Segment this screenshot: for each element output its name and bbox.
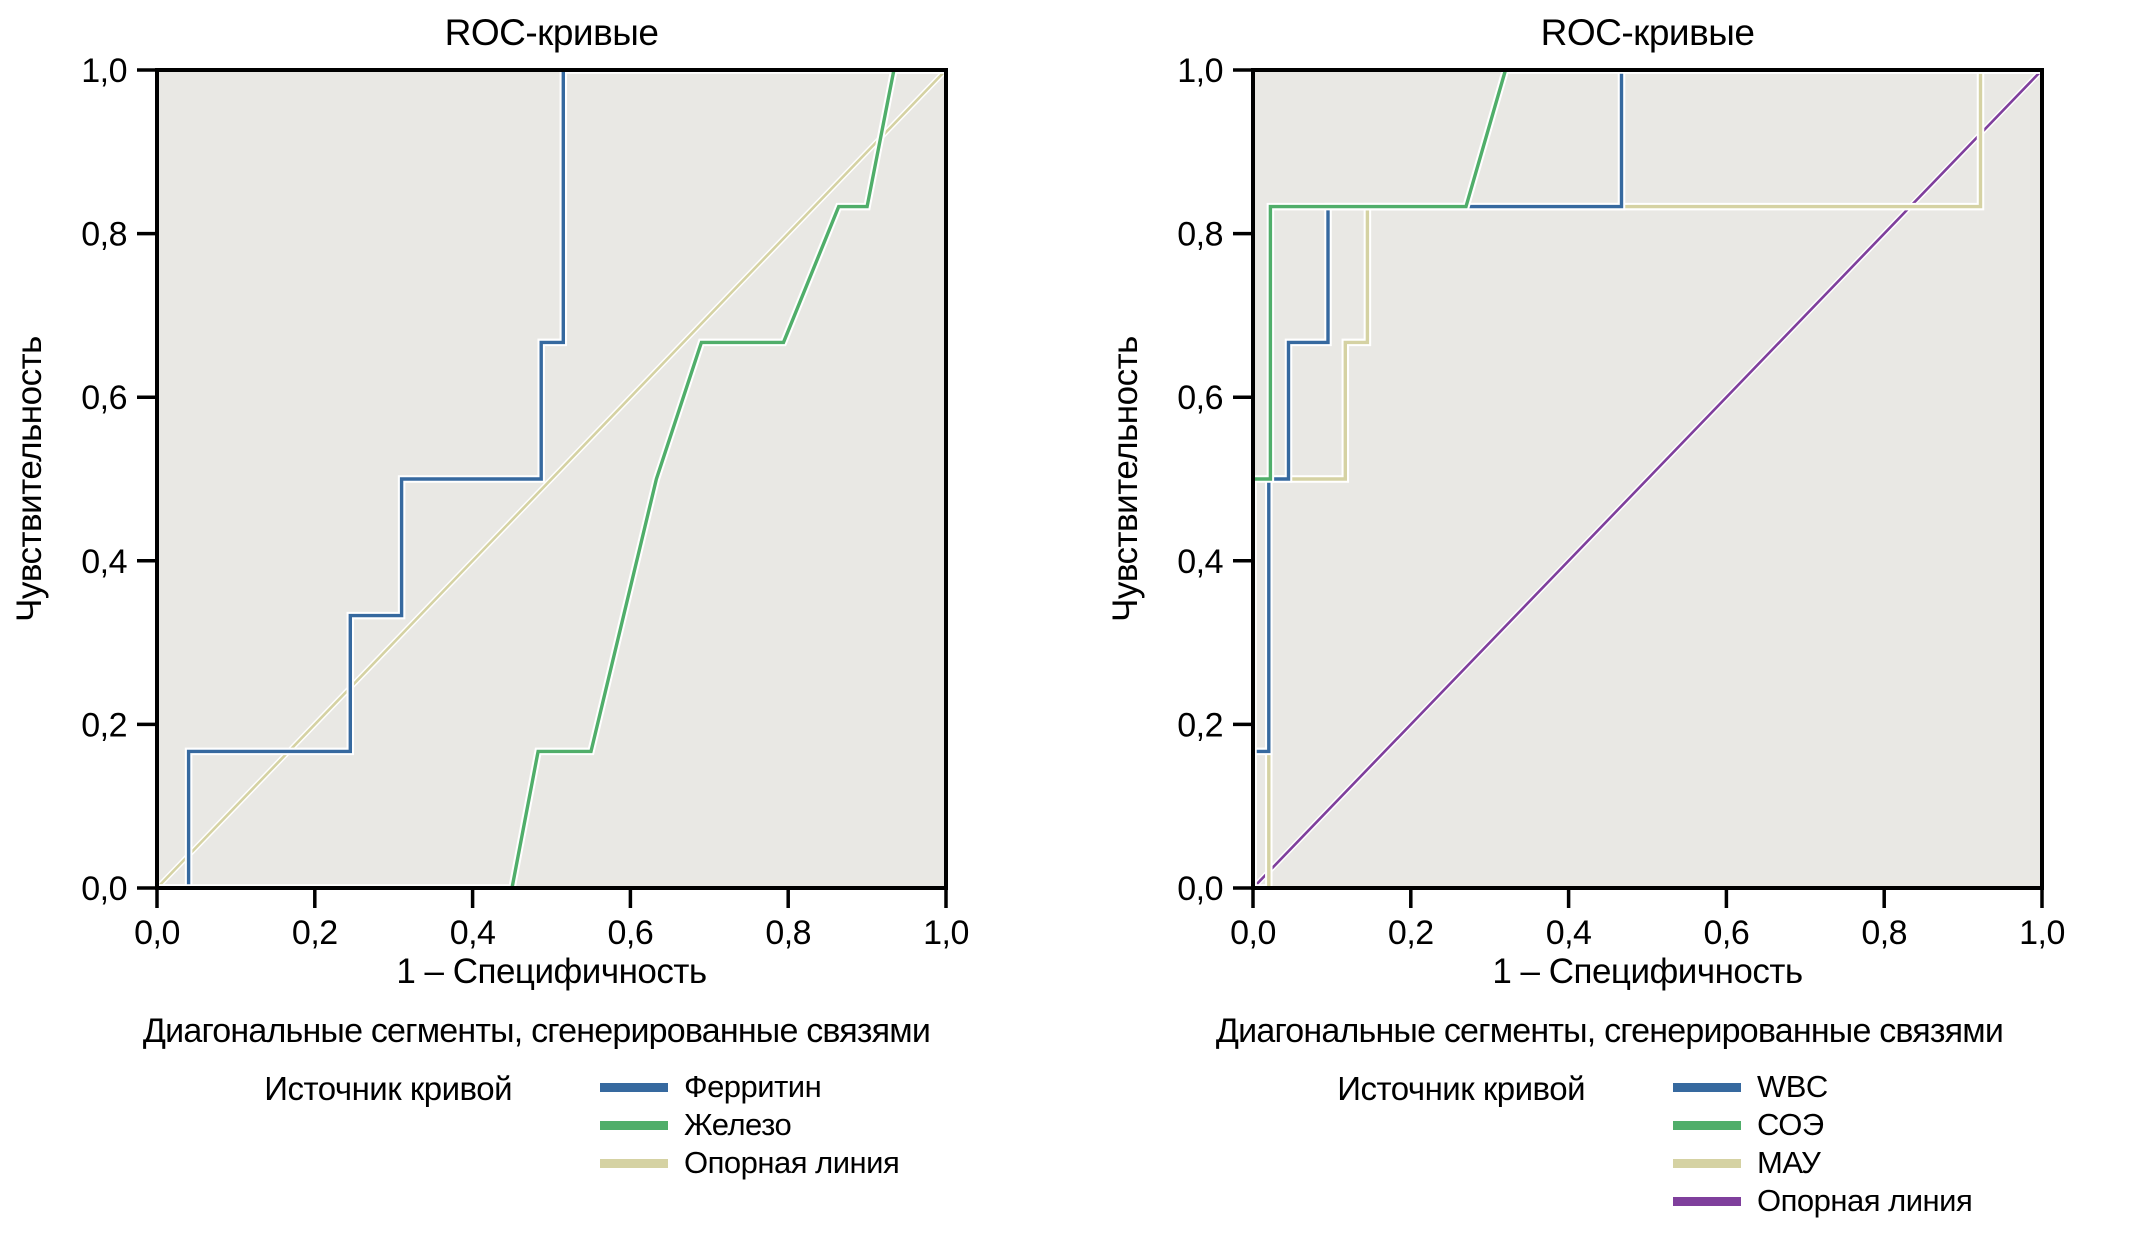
x-tick-label: 1,0 xyxy=(2019,914,2065,952)
y-axis-label: Чувствительность xyxy=(1106,336,1145,622)
legend-label: Опорная линия xyxy=(1757,1183,1973,1218)
y-axis-label: Чувствительность xyxy=(10,336,49,622)
legend-item: Ферритин xyxy=(600,1068,899,1106)
legend-title: Источник кривой xyxy=(1337,1070,1585,1107)
y-tick-label: 0,2 xyxy=(81,706,127,744)
legend-label: WBC xyxy=(1757,1069,1828,1104)
y-tick-label: 1,0 xyxy=(81,52,127,90)
x-tick-label: 0,6 xyxy=(608,914,654,952)
legend-items: Ферритин Железо Опорная линия xyxy=(600,1068,900,1182)
legend-swatch xyxy=(1673,1196,1741,1206)
chart-title: ROC-кривые xyxy=(1540,12,1755,53)
x-tick-label: 0,0 xyxy=(1230,914,1276,952)
y-tick-label: 0,8 xyxy=(81,216,127,254)
legend-items: WBC СОЭ МАУ Опорная линия xyxy=(1673,1068,1973,1220)
legend-item: WBC xyxy=(1673,1068,1972,1106)
series-line-0 xyxy=(157,68,946,890)
legend: Источник кривой WBC СОЭ МАУ Опорная линия xyxy=(1073,1068,2146,1220)
x-tick-label: 0,6 xyxy=(1704,914,1750,952)
plot-frame xyxy=(1251,68,2044,890)
footer-note: Диагональные сегменты, сгенерированные с… xyxy=(142,1012,931,1050)
y-tick-label: 0,4 xyxy=(1177,543,1223,581)
series-line-0 xyxy=(1251,68,2042,888)
roc-plot-svg: 0,00,0 0,2 0,2 0,4 0,4 0,6 0,6 0,8 0,8 1,0 1,0 xyxy=(1177,52,2065,952)
legend-item: Опорная линия xyxy=(600,1144,900,1182)
roc-chart-left: ROC-кривые 0,0 0,0 0,2 0,2 0,4 0,4 0,6 0,6 0,8 0,… xyxy=(0,12,1073,1182)
y-tick-label: 0,6 xyxy=(81,379,127,417)
legend-swatch xyxy=(1673,1120,1741,1130)
x-tick-label: 0,4 xyxy=(1546,914,1592,952)
legend-item: СОЭ xyxy=(1673,1106,1972,1144)
x-axis-label: 1 – Специфичность xyxy=(1492,952,1803,991)
x-axis-label: 1 – Специфичность xyxy=(396,952,707,991)
plot-frame xyxy=(155,68,948,890)
legend-item: МАУ xyxy=(1673,1144,1972,1182)
y-tick-label: 0,6 xyxy=(1177,379,1223,417)
legend-swatch xyxy=(600,1158,668,1168)
legend-label: СОЭ xyxy=(1757,1107,1824,1142)
legend: Источник кривой Ферритин Железо Опорная ли… xyxy=(0,1068,1073,1182)
x-tick-label: 0,4 xyxy=(450,914,496,952)
y-tick-label: 0,0 xyxy=(81,870,127,908)
legend-swatch xyxy=(600,1082,668,1092)
y-tick-label: 0,2 xyxy=(1177,706,1223,744)
legend-label: МАУ xyxy=(1757,1145,1821,1180)
legend-label: Опорная линия xyxy=(684,1145,900,1180)
x-tick-label: 0,0 xyxy=(134,914,180,952)
legend-swatch xyxy=(1673,1158,1741,1168)
footer-note: Диагональные сегменты, сгенерированные с… xyxy=(1215,1012,2004,1050)
legend-label: Железо xyxy=(684,1107,792,1142)
x-tick-label: 0,8 xyxy=(1861,914,1907,952)
x-tick-label: 0,2 xyxy=(1388,914,1434,952)
chart-title: ROC-кривые xyxy=(444,12,659,53)
x-tick-label: 1,0 xyxy=(923,914,969,952)
legend-item: Железо xyxy=(600,1106,899,1144)
y-tick-label: 1,0 xyxy=(1177,52,1223,90)
y-tick-label: 0,0 xyxy=(1177,870,1223,908)
legend-item: Опорная линия xyxy=(1673,1182,1973,1220)
legend-title: Источник кривой xyxy=(264,1070,512,1107)
series-line-1 xyxy=(157,68,946,890)
legend-swatch xyxy=(600,1120,668,1130)
roc-chart-right: ROC-кривые 0,0 0,0 0,2 0,2 0,4 0,4 0,6 0,6 0,8 0,… xyxy=(1073,0,2146,1235)
legend-label: Ферритин xyxy=(684,1069,822,1104)
legend-swatch xyxy=(1673,1082,1741,1092)
x-tick-label: 0,2 xyxy=(292,914,338,952)
x-tick-label: 0,8 xyxy=(765,914,811,952)
y-tick-label: 0,8 xyxy=(1177,216,1223,254)
y-tick-label: 0,4 xyxy=(81,543,127,581)
roc-plot-svg: 0,00,0 0,2 0,2 0,4 0,4 0,6 0,6 0,8 0,8 1,0 1,0 xyxy=(81,52,969,952)
